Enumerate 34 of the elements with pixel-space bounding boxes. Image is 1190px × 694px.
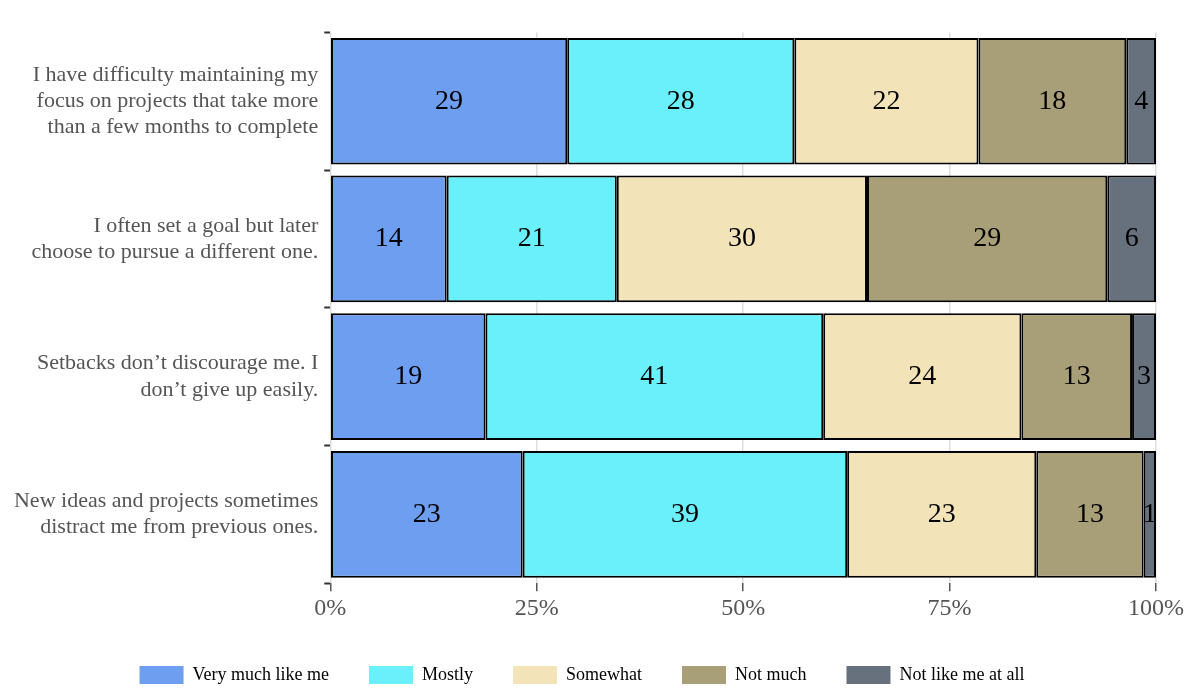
- x-tick-label: 100%: [1128, 593, 1184, 620]
- x-tick-label: 25%: [514, 593, 559, 620]
- data-label: 41: [640, 359, 669, 391]
- x-tick-label: 0%: [314, 593, 347, 620]
- data-label: 14: [374, 221, 403, 253]
- legend-label: Not like me at all: [899, 663, 1025, 684]
- legend-label: Very much like me: [192, 663, 330, 684]
- data-label: 13: [1062, 359, 1091, 391]
- data-label: 22: [872, 83, 901, 115]
- legend-label: Mostly: [422, 663, 474, 684]
- x-tick-label: 75%: [927, 593, 972, 620]
- data-label: 6: [1124, 221, 1139, 253]
- data-label: 18: [1038, 83, 1067, 115]
- y-tick-label: New ideas and projects sometimes distract me from previous ones.: [13, 486, 319, 539]
- legend-label: Not much: [735, 663, 807, 684]
- data-label: 3: [1137, 359, 1152, 391]
- data-label: 21: [517, 221, 546, 253]
- data-label: 29: [973, 221, 1002, 253]
- y-tick-label: I often set a goal but later choose to pursue a different one.: [31, 211, 319, 263]
- data-label: 30: [727, 221, 756, 253]
- legend-label: Somewhat: [566, 663, 643, 684]
- data-label: 23: [927, 496, 956, 528]
- data-label: 39: [670, 496, 699, 528]
- data-label: 13: [1075, 496, 1104, 528]
- data-label: 28: [666, 83, 695, 115]
- x-tick-label: 50%: [721, 593, 766, 620]
- y-tick-label: I have difficulty maintaining my focus on projects that take more than a few months to complete: [32, 60, 319, 139]
- data-label: 1: [1142, 496, 1157, 528]
- data-label: 4: [1134, 83, 1149, 115]
- data-label: 29: [435, 83, 464, 115]
- y-tick-label: Setbacks don’t discourage me. I don’t give up easily.: [37, 349, 319, 401]
- data-label: 23: [412, 496, 441, 528]
- data-label: 24: [908, 359, 937, 391]
- data-label: 19: [394, 359, 423, 391]
